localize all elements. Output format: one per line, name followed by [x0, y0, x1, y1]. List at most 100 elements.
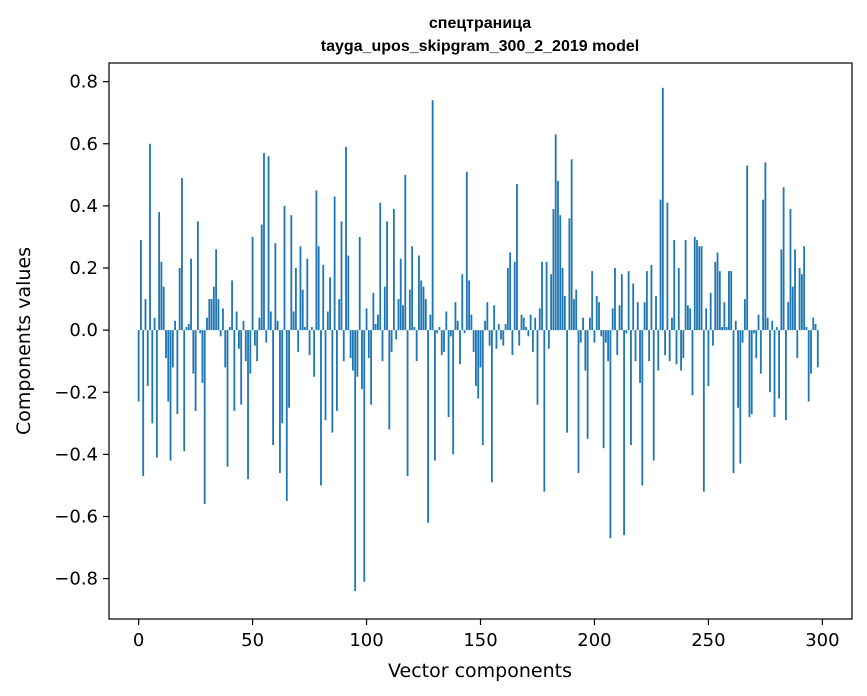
bar [529, 314, 532, 331]
bar [438, 327, 441, 331]
bar [440, 330, 443, 355]
bar [256, 330, 259, 362]
bar [222, 308, 224, 331]
bar [513, 261, 516, 331]
bar [570, 159, 573, 331]
bar [472, 330, 475, 352]
bar [397, 299, 400, 331]
bar [543, 330, 546, 492]
bar [390, 330, 393, 352]
bar [306, 258, 309, 331]
bar [151, 330, 154, 424]
bar [800, 274, 803, 331]
bar [226, 330, 229, 467]
x-tick-label: 50 [241, 630, 264, 651]
bar [404, 174, 407, 331]
bar [263, 153, 265, 331]
bar [620, 274, 623, 331]
bar [579, 330, 582, 343]
bar [716, 252, 719, 331]
bar [764, 162, 767, 331]
bar [645, 271, 648, 331]
bar [728, 271, 730, 331]
bar [506, 268, 509, 331]
bar [538, 308, 541, 331]
bar [251, 236, 254, 331]
bar [698, 246, 701, 331]
bar [655, 295, 657, 331]
bar [534, 317, 537, 331]
bar [149, 143, 151, 331]
bar [142, 330, 145, 477]
bar [755, 330, 758, 359]
bar [748, 330, 751, 418]
bar [671, 317, 673, 331]
bar [235, 311, 238, 331]
bar [641, 330, 644, 486]
bar [732, 330, 735, 474]
bar [737, 330, 739, 408]
bar [361, 330, 363, 390]
y-tick-label: 0.6 [69, 134, 98, 155]
bar [750, 330, 753, 414]
bar [238, 330, 240, 349]
bar [481, 330, 484, 446]
bar [381, 330, 384, 362]
bar [652, 330, 655, 461]
bar [249, 330, 252, 374]
bar [591, 271, 594, 331]
bar [759, 330, 762, 374]
bar [392, 208, 395, 331]
bar [347, 255, 350, 331]
bar [807, 330, 810, 402]
bar [363, 330, 366, 582]
bar [465, 171, 468, 331]
bar [666, 202, 669, 331]
bar [320, 330, 322, 486]
bar [253, 330, 256, 346]
bar [484, 320, 486, 331]
bar [140, 240, 142, 331]
bar [696, 240, 698, 331]
bar [659, 199, 662, 331]
bar [463, 330, 466, 334]
y-tick-label: −0.4 [54, 444, 98, 465]
bar [718, 271, 721, 331]
bar [739, 330, 742, 464]
bar [618, 305, 621, 331]
bar [632, 283, 635, 331]
bar [803, 246, 806, 331]
bar [413, 327, 416, 331]
x-tick-label: 200 [577, 630, 611, 651]
bar [812, 317, 815, 331]
bar [329, 277, 331, 331]
bar [313, 330, 316, 377]
bar [372, 292, 375, 331]
bar [550, 274, 553, 331]
bar [691, 330, 694, 396]
bar [169, 330, 172, 461]
bar [445, 311, 448, 331]
bar [721, 327, 723, 331]
bar [657, 330, 660, 371]
bar [434, 330, 436, 461]
bar [358, 236, 361, 331]
bar [456, 320, 459, 331]
bar [791, 286, 794, 331]
bar [769, 330, 771, 393]
bar [279, 330, 281, 474]
bar [276, 320, 279, 331]
bar [771, 320, 774, 331]
bar [563, 295, 566, 331]
bar [686, 305, 689, 331]
bar [648, 330, 651, 362]
bar [559, 215, 562, 331]
bar [231, 280, 233, 331]
bar [561, 268, 564, 331]
bar [693, 236, 696, 331]
plot-frame [108, 62, 853, 620]
bar [577, 330, 580, 474]
bar [668, 330, 671, 362]
bar [137, 330, 140, 402]
bar [272, 330, 275, 446]
